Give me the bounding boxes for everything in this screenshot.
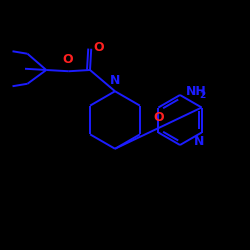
- Text: NH: NH: [186, 85, 207, 98]
- Text: O: O: [62, 53, 73, 66]
- Text: O: O: [153, 110, 164, 124]
- Text: 2: 2: [199, 91, 205, 100]
- Text: N: N: [194, 135, 204, 148]
- Text: N: N: [110, 74, 120, 88]
- Text: O: O: [94, 41, 104, 54]
